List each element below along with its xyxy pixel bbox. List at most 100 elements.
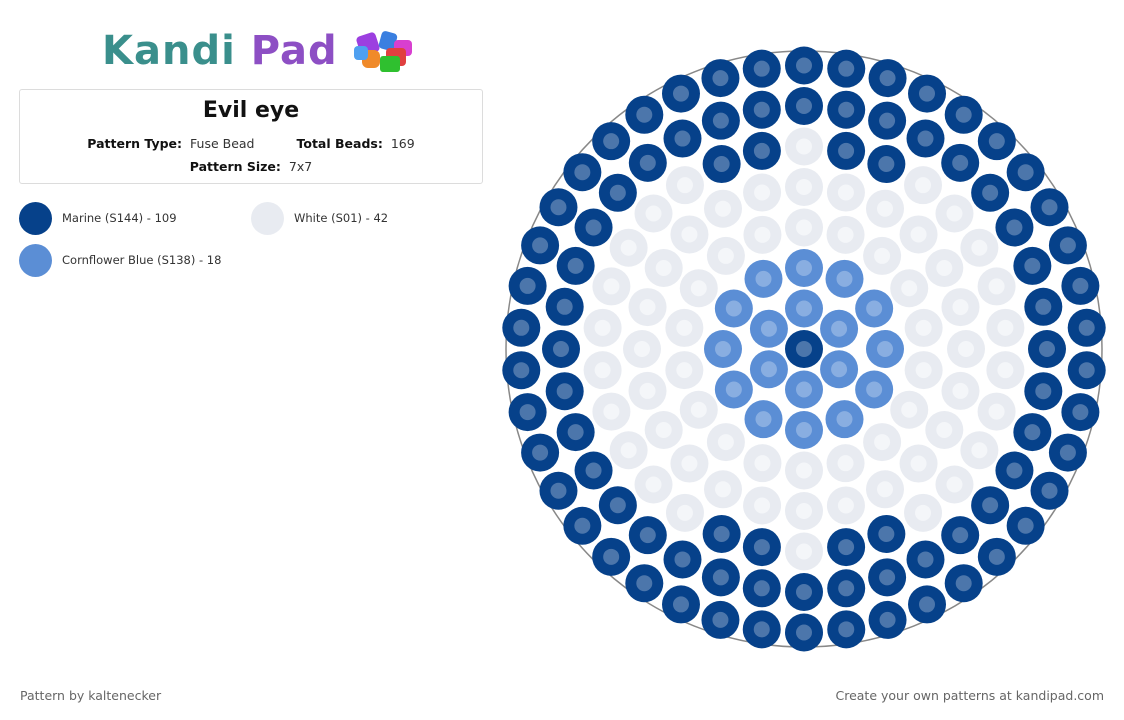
bead-hole: [915, 177, 932, 194]
bead-hole: [879, 70, 896, 87]
bead-grid: [502, 46, 1106, 652]
bead-hole: [676, 504, 693, 521]
bead-hole: [620, 239, 637, 256]
bead-hole: [878, 156, 895, 173]
bead-hole: [796, 138, 812, 155]
bead-hole: [585, 462, 602, 479]
color-swatch-marine: [19, 201, 52, 235]
bead-hole: [952, 527, 969, 544]
pattern-author: Pattern by kaltenecker: [20, 688, 162, 703]
bead-hole: [594, 319, 611, 336]
bead-hole: [639, 154, 656, 171]
bead-hole: [713, 156, 730, 173]
bead-hole: [982, 497, 999, 514]
bead-hole: [910, 226, 927, 243]
bead-hole: [915, 504, 932, 521]
bead-hole: [877, 341, 893, 357]
bead-hole: [753, 60, 770, 77]
bead-hole: [936, 260, 953, 276]
bead-hole: [1041, 199, 1058, 216]
legend-item-white: White (S01) - 42: [251, 201, 388, 235]
pattern-meta-row: Pattern Type: Fuse Bead Total Beads: 169: [20, 136, 482, 151]
bead-hole: [550, 482, 567, 499]
bead-hole: [1078, 362, 1095, 379]
bead-hole: [760, 361, 777, 378]
bead-hole: [725, 381, 742, 398]
bead-hole: [553, 341, 569, 357]
bead-hole: [712, 70, 729, 87]
bead-hole: [634, 341, 650, 357]
bead-hole: [1006, 219, 1023, 236]
bead-hole: [879, 112, 896, 129]
bead-hole: [901, 401, 918, 418]
bead-hole: [796, 98, 812, 114]
bead-hole: [1017, 164, 1034, 181]
bead-hole: [831, 320, 848, 337]
bead-hole: [982, 184, 999, 201]
bead-hole: [712, 611, 729, 628]
bead-hole: [1024, 257, 1041, 274]
bead-hole: [674, 130, 691, 147]
bead-hole: [676, 319, 693, 336]
bead-hole: [837, 226, 854, 243]
bead-hole: [715, 200, 731, 217]
legend-label: Marine (S144) - 109: [62, 211, 177, 225]
legend-label: White (S01) - 42: [294, 211, 389, 225]
bead-hole: [936, 422, 953, 438]
bead-hole: [753, 539, 770, 556]
bead-hole: [672, 85, 689, 102]
bead-hole: [917, 551, 934, 568]
bead-hole: [753, 101, 770, 118]
bead-hole: [754, 497, 771, 514]
bead-hole: [676, 362, 693, 379]
bead-hole: [603, 548, 620, 565]
bead-hole: [1024, 424, 1041, 441]
bead-hole: [585, 219, 602, 236]
bead-hole: [674, 551, 691, 568]
bead-hole: [796, 300, 812, 317]
bead-hole: [620, 442, 637, 459]
legend-item-marine: Marine (S144) - 109: [19, 201, 177, 235]
kandipad-logo[interactable]: Kandi Pad: [102, 26, 420, 76]
bead-hole: [681, 226, 698, 243]
bead-hole: [681, 455, 698, 472]
bead-hole: [1035, 298, 1052, 315]
bead-hole: [609, 184, 626, 201]
bead-hole: [997, 319, 1014, 336]
bead-hole: [754, 455, 771, 472]
bead-hole: [567, 424, 584, 441]
bead-hole: [603, 133, 620, 150]
bead-hole: [715, 481, 731, 498]
bead-hole: [672, 596, 689, 613]
bead-hole: [877, 481, 893, 498]
bead-hole: [917, 130, 934, 147]
legend-label: Cornflower Blue (S138) - 18: [62, 253, 222, 267]
bead-hole: [997, 362, 1014, 379]
bead-hole: [915, 362, 932, 379]
bead-hole: [603, 403, 620, 420]
bead-hole: [754, 184, 771, 201]
bead-hole: [519, 277, 536, 294]
bead-hole: [988, 133, 1005, 150]
bead-hole: [836, 411, 853, 428]
bead-hole: [796, 381, 812, 398]
bead-hole: [713, 525, 730, 542]
bead-hole: [556, 383, 573, 400]
bead-hole: [838, 101, 855, 118]
bead-hole: [919, 596, 936, 613]
bead-hole: [645, 205, 662, 222]
bead-hole: [639, 382, 656, 399]
beads-cluster-icon: [353, 31, 412, 72]
bead-hole: [952, 382, 969, 399]
create-pattern-link[interactable]: Create your own patterns at kandipad.com: [835, 688, 1104, 703]
bead-hole: [838, 539, 855, 556]
bead-hole: [712, 112, 729, 129]
bead-hole: [636, 106, 653, 123]
bead-hole: [901, 280, 918, 297]
bead-hole: [796, 543, 812, 560]
bead-hole: [919, 85, 936, 102]
bead-hole: [715, 341, 731, 357]
bead-hole: [946, 205, 963, 222]
bead-hole: [837, 497, 854, 514]
